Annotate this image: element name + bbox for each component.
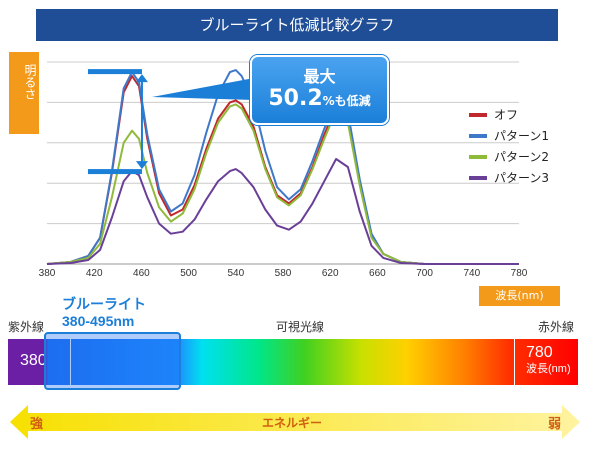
x-tick-label: 500 xyxy=(180,268,197,279)
ir-divider xyxy=(514,339,515,385)
energy-label: エネルギー xyxy=(262,416,323,430)
legend-label: パターン3 xyxy=(494,171,549,185)
spectrum-start: 380 xyxy=(20,352,47,369)
strong-label: 強 xyxy=(30,417,44,432)
weak-label: 弱 xyxy=(548,417,562,432)
y-axis-label: 明るさ xyxy=(9,52,39,134)
x-tick-label: 580 xyxy=(275,268,292,279)
x-tick-label: 380 xyxy=(39,268,56,279)
blue-divider xyxy=(70,339,71,385)
callout-value-line: 50.2%も低減 xyxy=(252,87,387,113)
spectrum-bar: 380 780 波長(nm) xyxy=(8,339,578,385)
range-arrow-up xyxy=(135,74,148,83)
callout-value: 50.2 xyxy=(268,86,323,111)
x-tick-labels: 380 420 460 500 540 580 620 660 700 740 780 xyxy=(39,268,528,279)
spectrum-end: 780 波長(nm) xyxy=(526,345,571,377)
x-tick-label: 700 xyxy=(416,268,433,279)
gridlines xyxy=(47,61,519,265)
min-marker xyxy=(87,169,142,175)
uv-label: 紫外線 xyxy=(8,320,45,334)
x-tick-label: 460 xyxy=(133,268,150,279)
legend-swatch xyxy=(469,176,487,180)
legend-swatch xyxy=(469,155,487,159)
callout-heading: 最大 xyxy=(303,67,336,86)
callout-suffix: %も低減 xyxy=(322,94,371,108)
blue-light-name: ブルーライト xyxy=(62,296,146,312)
legend-swatch xyxy=(469,113,487,117)
legend-label: オフ xyxy=(494,108,518,122)
x-axis-unit: 波長(nm) xyxy=(479,286,560,306)
energy-arrow xyxy=(10,405,580,439)
legend-label: パターン2 xyxy=(494,150,549,164)
blue-light-highlight xyxy=(44,332,181,390)
blue-light-title: ブルーライト 380-495nm xyxy=(62,296,146,330)
x-tick-label: 540 xyxy=(227,268,244,279)
max-marker xyxy=(87,69,142,75)
x-tick-label: 420 xyxy=(86,268,103,279)
legend-swatch xyxy=(469,134,487,138)
series-line xyxy=(46,103,519,265)
reduction-indicator xyxy=(87,69,254,175)
reduction-callout: 最大 50.2%も低減 xyxy=(250,55,389,125)
range-arrow-down xyxy=(135,161,148,170)
ir-label: 赤外線 xyxy=(538,320,575,334)
legend-label: パターン1 xyxy=(494,129,549,143)
x-tick-label: 620 xyxy=(322,268,339,279)
spectrum-end-value: 780 xyxy=(526,344,553,361)
chart-title: ブルーライト低減比較グラフ xyxy=(36,9,558,41)
callout-pointer xyxy=(151,78,254,100)
x-tick-label: 660 xyxy=(369,268,386,279)
spectrum-end-unit: 波長(nm) xyxy=(526,363,571,375)
x-tick-label: 780 xyxy=(511,268,528,279)
visible-label: 可視光線 xyxy=(276,320,325,334)
blue-light-range: 380-495nm xyxy=(62,313,135,329)
x-tick-label: 740 xyxy=(463,268,480,279)
